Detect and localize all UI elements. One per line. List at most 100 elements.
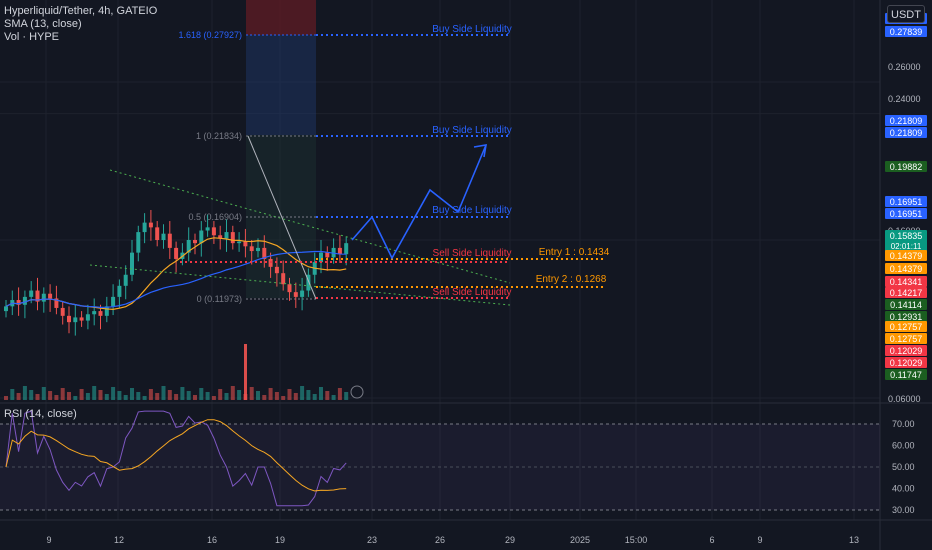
projection-path (351, 144, 487, 260)
candle-body (117, 285, 122, 297)
wedge-lower-line (89, 264, 511, 306)
volume-bar (312, 394, 317, 400)
price-tag (885, 357, 927, 368)
candle-body (60, 307, 65, 316)
time-tick-label: 15:00 (625, 535, 648, 545)
price-tag-label: 0.12029 (890, 346, 923, 356)
volume-bar (148, 389, 153, 400)
volume-bar (16, 393, 21, 400)
volume-bar (29, 390, 34, 400)
price-tag-label: 0.14217 (890, 288, 923, 298)
volume-bar (224, 393, 229, 400)
volume-bar (337, 388, 342, 400)
price-tag (885, 333, 927, 344)
volume-bar (54, 395, 59, 400)
ema-line (5, 250, 347, 308)
price-tag-label: 0.19882 (890, 162, 923, 172)
time-tick-label: 6 (709, 535, 714, 545)
candle-body (54, 298, 59, 308)
candle-body (274, 266, 279, 274)
volume-bar (256, 391, 260, 400)
volume-bar (344, 392, 349, 400)
wedge-upper-line (109, 169, 511, 284)
time-tick-label: 23 (367, 535, 377, 545)
price-tick-label: 0.24000 (888, 94, 921, 104)
volume-bar (268, 388, 273, 400)
price-tag-label: 0.27839 (890, 27, 923, 37)
candle-body (224, 232, 229, 239)
volume-bar (218, 389, 223, 400)
stop-zone (246, 0, 316, 35)
candle-body (218, 235, 223, 239)
chart-annotation: Buy Side Liquidity (432, 24, 512, 35)
candle-body (148, 222, 153, 228)
time-tick-label: 26 (435, 535, 445, 545)
candle-body (319, 252, 323, 263)
price-tag-label: 0.15835 (890, 231, 923, 241)
price-tag (885, 115, 927, 126)
candle-body (111, 296, 116, 307)
price-tag-label: 0.12757 (890, 322, 923, 332)
candle-body (300, 290, 305, 297)
candle-body (155, 227, 160, 240)
price-tag (885, 127, 927, 138)
volume-bar (104, 394, 109, 400)
candle-body (293, 292, 298, 297)
sma-legend: SMA (13, close) (4, 18, 82, 30)
price-tag-label: 0.12757 (890, 334, 923, 344)
candle-body (199, 230, 204, 244)
volume-bar (98, 390, 103, 400)
volume-bar (79, 389, 84, 400)
volume-bar (48, 391, 53, 400)
chart-annotation: Entry 2 : 0.1268 (536, 274, 607, 285)
volume-bar (306, 390, 311, 400)
candle-body (73, 317, 78, 323)
candle-body (174, 247, 179, 259)
rsi-tick-label: 40.00 (892, 484, 915, 494)
volume-bar (73, 396, 78, 400)
chart-annotation: Buy Side Liquidity (432, 125, 512, 136)
price-tag (885, 345, 927, 356)
volume-bar (67, 392, 71, 400)
volume-spike-bar (244, 344, 247, 400)
fib-label: 0 (0.11973) (197, 294, 242, 304)
volume-bar (130, 388, 134, 400)
price-tag (885, 311, 927, 322)
price-tag (885, 369, 927, 380)
price-tag (885, 161, 927, 172)
currency-button[interactable]: USDT (887, 5, 925, 23)
candle-body (67, 315, 71, 323)
volume-bar (300, 386, 305, 400)
price-tag-label: 0.14341 (890, 277, 923, 287)
volume-bar (319, 387, 323, 400)
candle-body (256, 247, 260, 252)
price-tag (885, 263, 927, 274)
price-tag (885, 250, 927, 261)
volume-bar (22, 386, 27, 400)
candle-body (167, 233, 172, 248)
candle-body (337, 247, 342, 255)
volume-bar (167, 390, 172, 400)
fib-trend-line (247, 135, 317, 300)
candle-body (98, 311, 103, 316)
time-tick-label: 16 (207, 535, 217, 545)
volume-bar (85, 393, 90, 400)
volume-legend: Vol · HYPE (4, 31, 60, 43)
candle-body (130, 252, 134, 275)
candle-body (161, 233, 166, 240)
time-tick-label: 9 (46, 535, 51, 545)
volume-bar (155, 393, 160, 400)
candle-body (92, 311, 97, 315)
time-tick-label: 19 (275, 535, 285, 545)
price-tag (885, 321, 927, 332)
candle-body (123, 274, 128, 286)
volume-bar (41, 387, 46, 400)
volume-bar (123, 395, 128, 400)
candle-body (230, 232, 235, 244)
volume-bar (186, 391, 191, 400)
target-zone (246, 35, 316, 135)
volume-bars (4, 386, 349, 400)
volume-bar (111, 387, 116, 400)
volume-bar (262, 395, 267, 400)
